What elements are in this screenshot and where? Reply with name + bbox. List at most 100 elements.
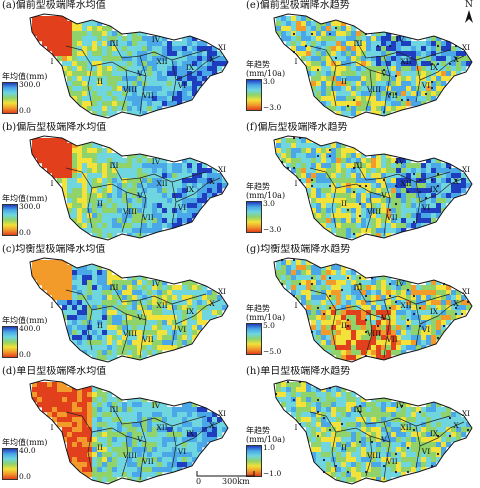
grid-cell — [197, 41, 203, 47]
grid-cell — [62, 173, 68, 179]
grid-cell — [112, 442, 118, 448]
legend-title: 年均值(mm) — [2, 316, 48, 325]
grid-cell — [406, 407, 412, 413]
grid-cell — [341, 21, 347, 27]
grid-cell — [361, 422, 367, 428]
grid-cell — [396, 218, 402, 224]
grid-cell — [431, 290, 437, 296]
grid-cell — [426, 295, 432, 301]
grid-cell — [77, 61, 83, 67]
grid-cell — [446, 320, 452, 326]
grid-cell — [316, 422, 322, 428]
grid-cell — [137, 335, 143, 341]
grid-cell — [421, 168, 427, 174]
grid-cell — [217, 305, 223, 311]
grid-cell — [286, 41, 292, 47]
grid-cell — [47, 260, 53, 266]
grid-cell — [132, 71, 138, 77]
grid-cell — [376, 96, 382, 102]
grid-cell — [162, 280, 168, 286]
grid-cell — [331, 71, 337, 77]
grid-cell — [77, 188, 83, 194]
region-label: V — [380, 69, 387, 78]
grid-cell — [202, 183, 208, 189]
region-label: VII — [385, 457, 397, 466]
grid-cell — [386, 228, 392, 234]
grid-cell — [326, 345, 332, 351]
grid-cell — [162, 432, 168, 438]
grid-cell — [301, 387, 307, 393]
grid-cell — [157, 295, 163, 301]
grid-cell — [426, 452, 432, 458]
grid-cell — [291, 163, 297, 169]
grid-cell — [162, 452, 168, 458]
grid-cell — [122, 350, 128, 356]
grid-cell — [167, 407, 173, 413]
grid-cell — [321, 427, 327, 433]
grid-cell — [127, 178, 133, 184]
grid-cell — [366, 213, 372, 219]
grid-cell — [326, 203, 332, 209]
grid-cell — [67, 285, 73, 291]
grid-cell — [356, 397, 362, 403]
grid-cell — [172, 81, 178, 87]
grid-cell — [416, 76, 422, 82]
grid-cell — [346, 81, 352, 87]
grid-cell — [177, 300, 183, 306]
region-label: III — [110, 283, 119, 292]
grid-cell — [202, 417, 208, 423]
grid-cell — [107, 208, 113, 214]
region-label: XII — [400, 57, 411, 66]
grid-cell — [321, 158, 327, 164]
grid-cell — [162, 285, 168, 291]
grid-cell — [82, 300, 88, 306]
grid-cell — [52, 397, 58, 403]
grid-cell — [127, 56, 133, 62]
grid-cell — [212, 305, 218, 311]
grid-cell — [117, 153, 123, 159]
grid-cell — [67, 71, 73, 77]
grid-cell — [167, 91, 173, 97]
grid-cell — [426, 462, 432, 468]
grid-cell — [87, 412, 93, 418]
grid-cell — [341, 387, 347, 393]
grid-cell — [436, 86, 442, 92]
grid-cell — [142, 345, 148, 351]
grid-cell — [356, 193, 362, 199]
grid-cell — [167, 208, 173, 214]
grid-cell — [371, 442, 377, 448]
grid-cell — [436, 442, 442, 448]
grid-cell — [336, 275, 342, 281]
grid-cell — [386, 402, 392, 408]
grid-cell — [396, 193, 402, 199]
grid-cell — [311, 76, 317, 82]
grid-cell — [376, 397, 382, 403]
grid-cell — [202, 61, 208, 67]
grid-cell — [426, 335, 432, 341]
grid-cell — [446, 178, 452, 184]
grid-cell — [127, 345, 133, 351]
grid-cell — [421, 437, 427, 443]
grid-cell — [436, 285, 442, 291]
grid-cell — [52, 16, 58, 22]
grid-cell — [296, 397, 302, 403]
grid-cell — [336, 417, 342, 423]
grid-cell — [97, 392, 103, 398]
grid-cell — [391, 173, 397, 179]
grid-cell — [112, 340, 118, 346]
grid-cell — [52, 143, 58, 149]
grid-cell — [162, 178, 168, 184]
grid-cell — [92, 310, 98, 316]
grid-cell — [371, 61, 377, 67]
grid-cell — [32, 382, 38, 388]
grid-cell — [306, 41, 312, 47]
grid-cell — [391, 56, 397, 62]
grid-cell — [341, 218, 347, 224]
grid-cell — [182, 407, 188, 413]
grid-cell — [441, 427, 447, 433]
grid-cell — [376, 442, 382, 448]
grid-cell — [77, 91, 83, 97]
grid-cell — [47, 412, 53, 418]
grid-cell — [217, 427, 223, 433]
grid-cell — [426, 183, 432, 189]
